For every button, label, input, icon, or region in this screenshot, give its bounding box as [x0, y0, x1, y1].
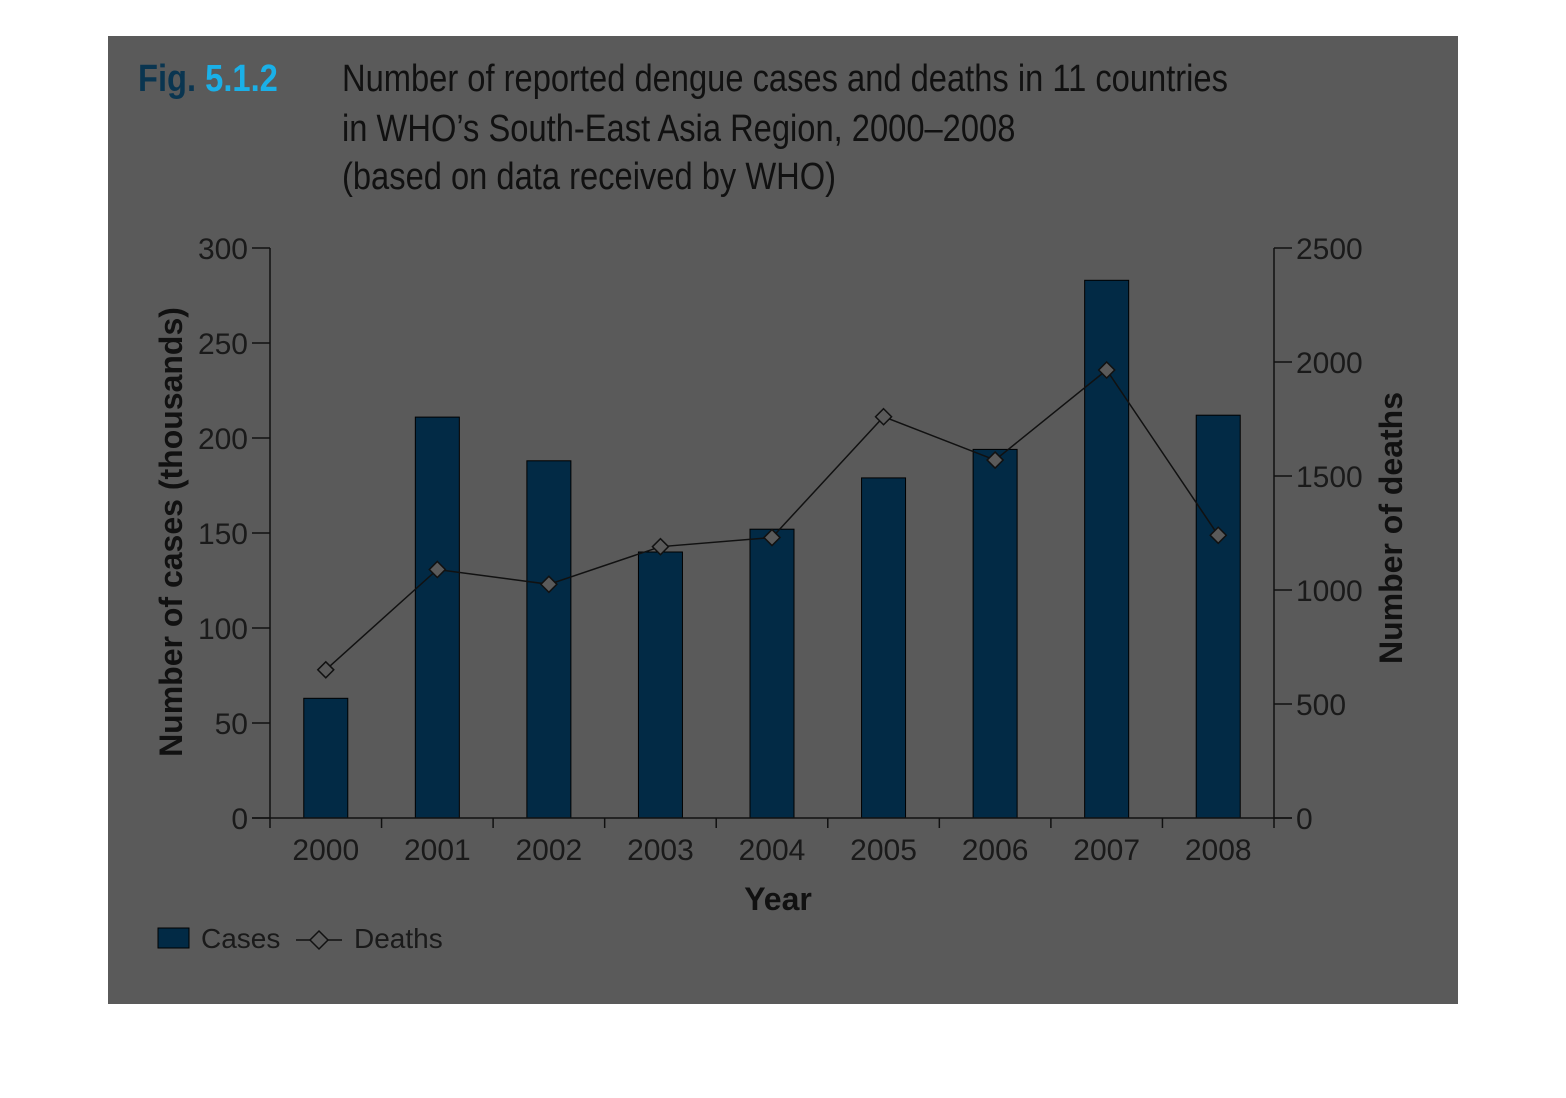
- y-left-tick-label-50: 50: [215, 708, 248, 741]
- deaths-point-2008: [1209, 526, 1228, 545]
- y-right-tick-label-1500: 1500: [1296, 461, 1363, 494]
- y-right-tick-label-2500: 2500: [1296, 233, 1363, 266]
- x-tick-label-2008: 2008: [1185, 834, 1252, 867]
- legend-deaths-label: Deaths: [354, 923, 443, 954]
- bars-group: [303, 279, 1241, 819]
- y-right-tick-label-2000: 2000: [1296, 347, 1363, 380]
- legend: Cases Deaths: [157, 923, 443, 954]
- bar-2002: [526, 460, 572, 819]
- bar-2003: [637, 551, 683, 819]
- figure-word: Fig.: [138, 58, 197, 100]
- deaths-point-2005: [874, 407, 893, 426]
- bar-2006: [972, 448, 1018, 819]
- deaths-point-2000: [316, 660, 335, 679]
- deaths-point-2007: [1097, 360, 1116, 380]
- y-left-tick-label-100: 100: [198, 613, 248, 646]
- deaths-point-2006: [986, 450, 1005, 470]
- x-tick-label-2005: 2005: [850, 834, 917, 867]
- x-tick-label-2002: 2002: [516, 834, 583, 867]
- y-axis-title: Number of cases (thousands): [153, 307, 189, 757]
- y-left-tick-label-200: 200: [198, 423, 248, 456]
- x-tick-label-2003: 2003: [627, 834, 694, 867]
- x-tick-label-2007: 2007: [1073, 834, 1140, 867]
- deaths-point-2003: [651, 537, 670, 556]
- x-tick-label-2006: 2006: [962, 834, 1029, 867]
- y-right-tick-label-0: 0: [1296, 803, 1313, 836]
- legend-cases-swatch: [157, 927, 190, 949]
- chart-title-line-1: Number of reported dengue cases and deat…: [342, 58, 1228, 100]
- deaths-line-group: [316, 360, 1228, 679]
- bar-2004: [749, 528, 795, 819]
- y-left-tick-label-300: 300: [198, 233, 248, 266]
- bar-2000: [303, 697, 349, 819]
- chart-title-line-3: (based on data received by WHO): [342, 156, 837, 198]
- deaths-point-2001: [428, 560, 447, 579]
- figure-label: Fig. 5.1.2: [138, 58, 278, 101]
- legend-cases-label: Cases: [201, 923, 280, 954]
- legend-deaths-marker: [308, 929, 330, 951]
- bar-2008: [1195, 414, 1241, 819]
- y-right-tick-label-1000: 1000: [1296, 575, 1363, 608]
- x-tick-label-2000: 2000: [292, 834, 359, 867]
- deaths-point-2004: [762, 528, 782, 547]
- figure-number: 5.1.2: [205, 58, 278, 100]
- y-axis-right-title: Number of deaths: [1373, 392, 1409, 664]
- x-tick-label-2001: 2001: [404, 834, 471, 867]
- chart-title-line-2: in WHO’s South-East Asia Region, 2000–20…: [342, 108, 1016, 150]
- y-right-tick-label-500: 500: [1296, 689, 1346, 722]
- y-left-tick-label-150: 150: [198, 518, 248, 551]
- x-axis-title: Year: [744, 881, 812, 917]
- bar-2001: [414, 416, 460, 819]
- x-tick-label-2004: 2004: [739, 834, 806, 867]
- y-left-tick-label-250: 250: [198, 328, 248, 361]
- deaths-point-2002: [539, 575, 558, 594]
- axes-group: 0 50 100 150 200 250 300 0 500 1000 1500 2000 2500 20…: [198, 233, 1363, 867]
- bar-2005: [861, 477, 907, 819]
- y-left-tick-label-0: 0: [231, 803, 248, 836]
